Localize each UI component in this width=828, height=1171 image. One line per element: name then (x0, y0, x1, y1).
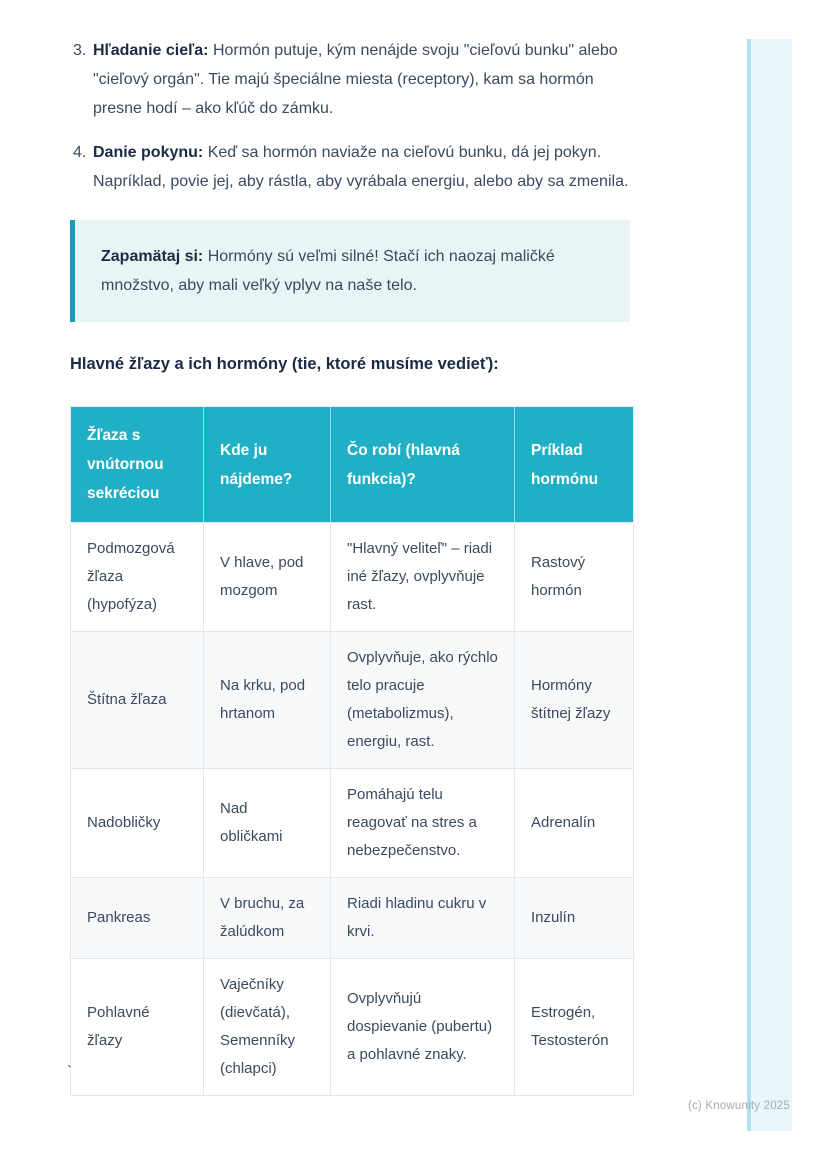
table-row: Nadobličky Nad obličkami Pomáhajú telu r… (71, 769, 634, 878)
table-header-cell: Žľaza s vnútornou sekréciou (71, 407, 204, 523)
document-content: 3. Hľadanie cieľa: Hormón putuje, kým ne… (70, 36, 637, 1096)
list-item-number: 3. (73, 42, 87, 59)
list-item-number: 4. (73, 144, 87, 161)
table-row: Pankreas V bruchu, za žalúdkom Riadi hla… (71, 878, 634, 959)
table-header-cell: Čo robí (hlavná funkcia)? (331, 407, 515, 523)
copyright-notice: (c) Knowunity 2025 (687, 1100, 790, 1112)
table-cell: Adrenalín (515, 769, 634, 878)
list-item-lead: Hľadanie cieľa: (93, 42, 209, 59)
hormone-steps-list: 3. Hľadanie cieľa: Hormón putuje, kým ne… (70, 36, 637, 196)
table-cell: Inzulín (515, 878, 634, 959)
glands-hormones-table: Žľaza s vnútornou sekréciou Kde ju nájde… (70, 406, 634, 1096)
remember-callout: Zapamätaj si: Hormóny sú veľmi silné! St… (70, 220, 630, 322)
table-header-cell: Kde ju nájdeme? (204, 407, 331, 523)
table-cell: Rastový hormón (515, 523, 634, 632)
table-row: Pohlavné žľazy Vaječníky (dievčatá), Sem… (71, 959, 634, 1096)
table-cell: Estrogén, Testosterón (515, 959, 634, 1096)
callout-text: Hormóny sú veľmi silné! Stačí ich naozaj… (101, 248, 555, 294)
list-item-body: Hormón putuje, kým nenájde svoju "cieľov… (93, 42, 618, 117)
table-cell: Ovplyvňuje, ako rýchlo telo pracuje (met… (331, 632, 515, 769)
list-item: 3. Hľadanie cieľa: Hormón putuje, kým ne… (70, 36, 637, 123)
table-cell: V bruchu, za žalúdkom (204, 878, 331, 959)
table-cell: Ovplyvňujú dospievanie (pubertu) a pohla… (331, 959, 515, 1096)
table-header-cell: Príklad hormónu (515, 407, 634, 523)
list-item-body: Keď sa hormón naviaže na cieľovú bunku, … (93, 144, 629, 190)
table-cell: Pankreas (71, 878, 204, 959)
table-header-row: Žľaza s vnútornou sekréciou Kde ju nájde… (71, 407, 634, 523)
table-cell: Hormóny štítnej žľazy (515, 632, 634, 769)
list-item-text: Hľadanie cieľa: Hormón putuje, kým nenáj… (93, 36, 637, 123)
stray-backtick-character: ` (67, 1063, 72, 1080)
list-item: 4. Danie pokynu: Keď sa hormón naviaže n… (70, 138, 637, 196)
table-cell: Štítna žľaza (71, 632, 204, 769)
list-item-lead: Danie pokynu: (93, 144, 204, 161)
table-cell: Riadi hladinu cukru v krvi. (331, 878, 515, 959)
table-cell: Podmozgová žľaza (hypofýza) (71, 523, 204, 632)
table-row: Štítna žľaza Na krku, pod hrtanom Ovplyv… (71, 632, 634, 769)
table-cell: Nadobličky (71, 769, 204, 878)
table-cell: Pohlavné žľazy (71, 959, 204, 1096)
table-cell: V hlave, pod mozgom (204, 523, 331, 632)
table-cell: Vaječníky (dievčatá), Semenníky (chlapci… (204, 959, 331, 1096)
page-edge-highlight-bar (747, 39, 792, 1131)
table-cell: Na krku, pod hrtanom (204, 632, 331, 769)
callout-lead: Zapamätaj si: (101, 248, 204, 265)
table-cell: Pomáhajú telu reagovať na stres a nebezp… (331, 769, 515, 878)
table-cell: "Hlavný veliteľ" – riadi iné žľazy, ovpl… (331, 523, 515, 632)
table-cell: Nad obličkami (204, 769, 331, 878)
table-row: Podmozgová žľaza (hypofýza) V hlave, pod… (71, 523, 634, 632)
section-heading: Hlavné žľazy a ich hormóny (tie, ktoré m… (70, 355, 499, 373)
list-item-text: Danie pokynu: Keď sa hormón naviaže na c… (93, 138, 637, 196)
